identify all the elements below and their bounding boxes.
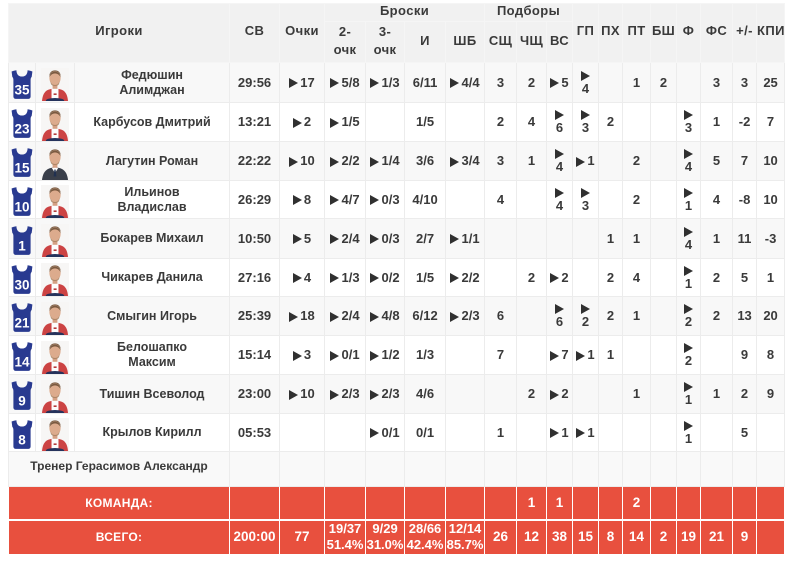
- svg-text:9: 9: [18, 394, 26, 409]
- svg-text:30: 30: [14, 277, 29, 292]
- svg-text:23: 23: [14, 122, 30, 137]
- svg-text:15: 15: [14, 161, 30, 176]
- svg-text:14: 14: [14, 355, 30, 370]
- svg-text:35: 35: [14, 82, 30, 97]
- svg-text:10: 10: [14, 199, 29, 214]
- svg-text:8: 8: [18, 432, 26, 447]
- svg-text:1: 1: [18, 238, 26, 253]
- svg-text:21: 21: [14, 316, 30, 331]
